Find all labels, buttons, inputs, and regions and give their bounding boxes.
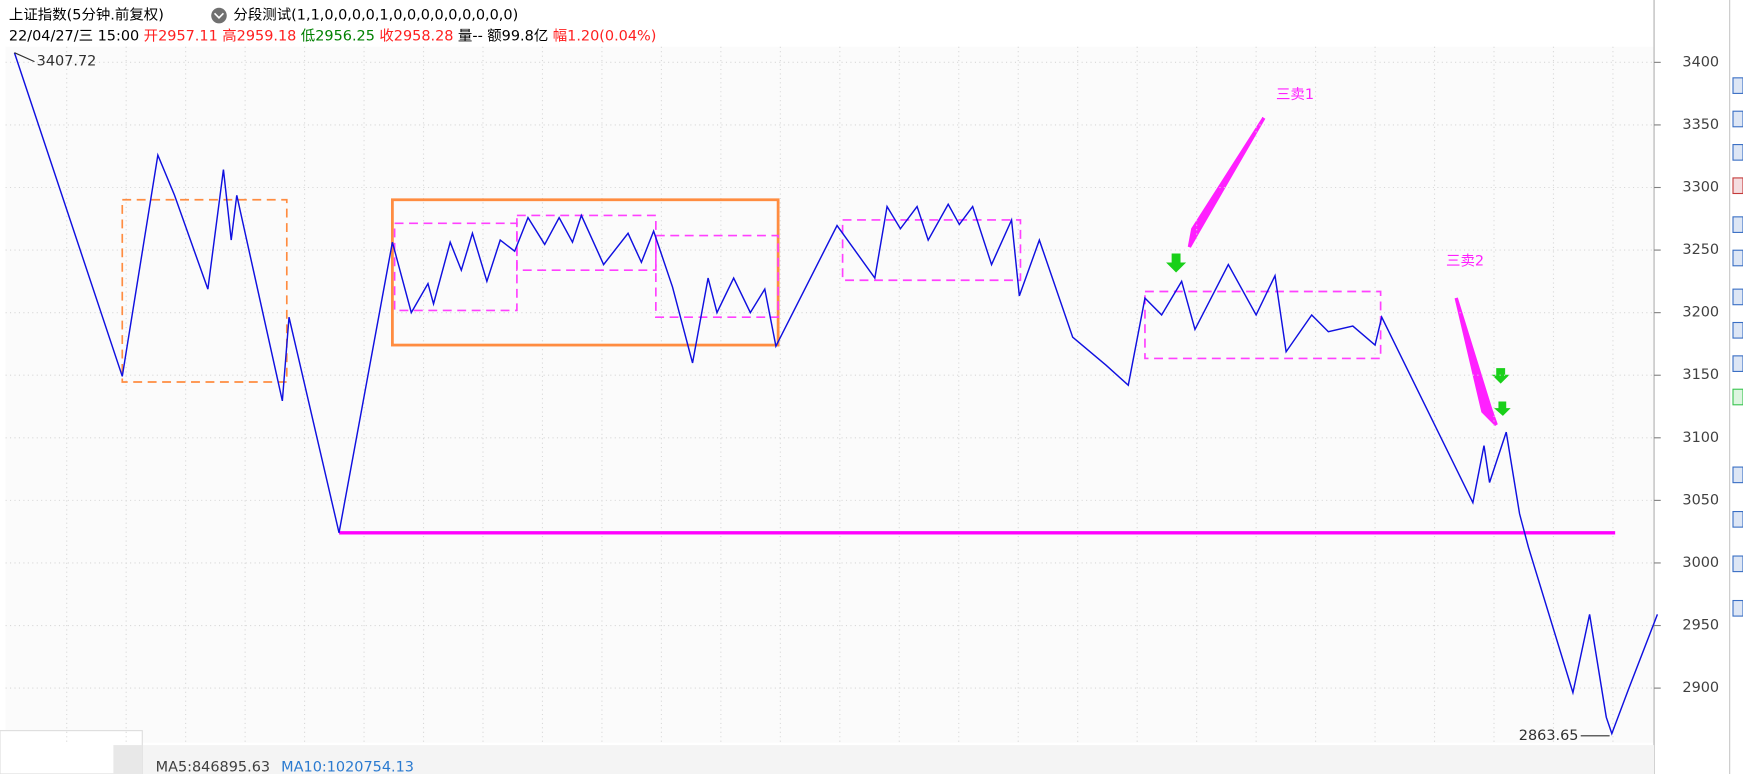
zigzag-line: [13, 52, 1659, 736]
y-tick-label: 3000: [1682, 555, 1719, 571]
tool-icon[interactable]: [1732, 355, 1743, 372]
tool-icon[interactable]: [1732, 110, 1743, 128]
low-label: 2863.65: [1519, 728, 1579, 744]
toolbar: [1732, 77, 1743, 617]
callout-arrow: [1187, 116, 1266, 248]
zone-box: [841, 219, 1022, 282]
y-tick-label: 3400: [1682, 54, 1719, 70]
quote-item: 开2957.11: [144, 29, 218, 45]
tool-icon[interactable]: [1732, 144, 1743, 161]
high-pointer: [14, 52, 35, 63]
quote-item: 高2959.18: [222, 28, 296, 45]
footer-line: MA5:846895.63 MA10:1020754.13: [156, 759, 414, 774]
popup-close[interactable]: [113, 745, 143, 774]
callout-arrow: [1454, 297, 1498, 426]
dropdown-icon[interactable]: [211, 7, 227, 24]
y-tick-label: 3300: [1682, 180, 1719, 196]
tool-icon[interactable]: [1732, 388, 1743, 406]
y-tick-label: 2950: [1682, 618, 1719, 634]
tool-icon[interactable]: [1732, 177, 1743, 195]
y-tick-label: 3150: [1682, 367, 1719, 383]
plot-area: [5, 46, 1655, 743]
callout-arrows: [1187, 116, 1498, 426]
tool-icon[interactable]: [1732, 216, 1743, 233]
annotation: 三卖1: [1276, 86, 1314, 103]
zone-box: [516, 214, 657, 272]
quote-item: 量--: [458, 29, 483, 45]
tool-icon[interactable]: [1732, 510, 1743, 528]
dropdown-chevron: [213, 12, 225, 19]
zone-box: [1144, 290, 1382, 360]
signal-arrow: [1494, 401, 1511, 416]
y-tick-label: 2900: [1682, 680, 1719, 696]
quote-item: 低2956.25: [301, 28, 375, 45]
quote-line: 22/04/27/三 15:00 开2957.11 高2959.18 低2956.25…: [9, 28, 657, 45]
tool-icon[interactable]: [1732, 555, 1743, 573]
tool-icon[interactable]: [1732, 249, 1743, 267]
tool-icon[interactable]: [1732, 466, 1743, 484]
high-label: 3407.72: [37, 54, 97, 70]
quote-item: 幅1.20(0.04%): [553, 28, 657, 45]
tool-icon[interactable]: [1732, 599, 1743, 617]
footer-item: MA5:846895.63: [156, 759, 270, 774]
y-tick-label: 3050: [1682, 492, 1719, 508]
tool-icon[interactable]: [1732, 288, 1743, 306]
y-tick-label: 3200: [1682, 305, 1719, 321]
y-tick-label: 3250: [1682, 242, 1719, 258]
signal-arrow: [1166, 253, 1187, 273]
y-tick-label: 3100: [1682, 430, 1719, 446]
footer-strip: [0, 745, 1655, 774]
annotation: 三卖2: [1446, 252, 1484, 269]
zone-box: [655, 234, 779, 318]
quote-item: 收2958.28: [379, 28, 453, 45]
y-tick-label: 3350: [1682, 117, 1719, 133]
chart-title: 上证指数(5分钟.前复权): [9, 6, 164, 24]
quote-item: 额99.8亿: [487, 28, 548, 45]
tool-icon[interactable]: [1732, 321, 1743, 339]
footer-item: MA10:1020754.13: [281, 759, 414, 774]
tool-icon[interactable]: [1732, 77, 1743, 94]
quote-item: 22/04/27/三 15:00: [9, 29, 139, 45]
indicator-label: 分段测试(1,1,0,0,0,0,1,0,0,0,0,0,0,0,0,0): [233, 7, 518, 24]
